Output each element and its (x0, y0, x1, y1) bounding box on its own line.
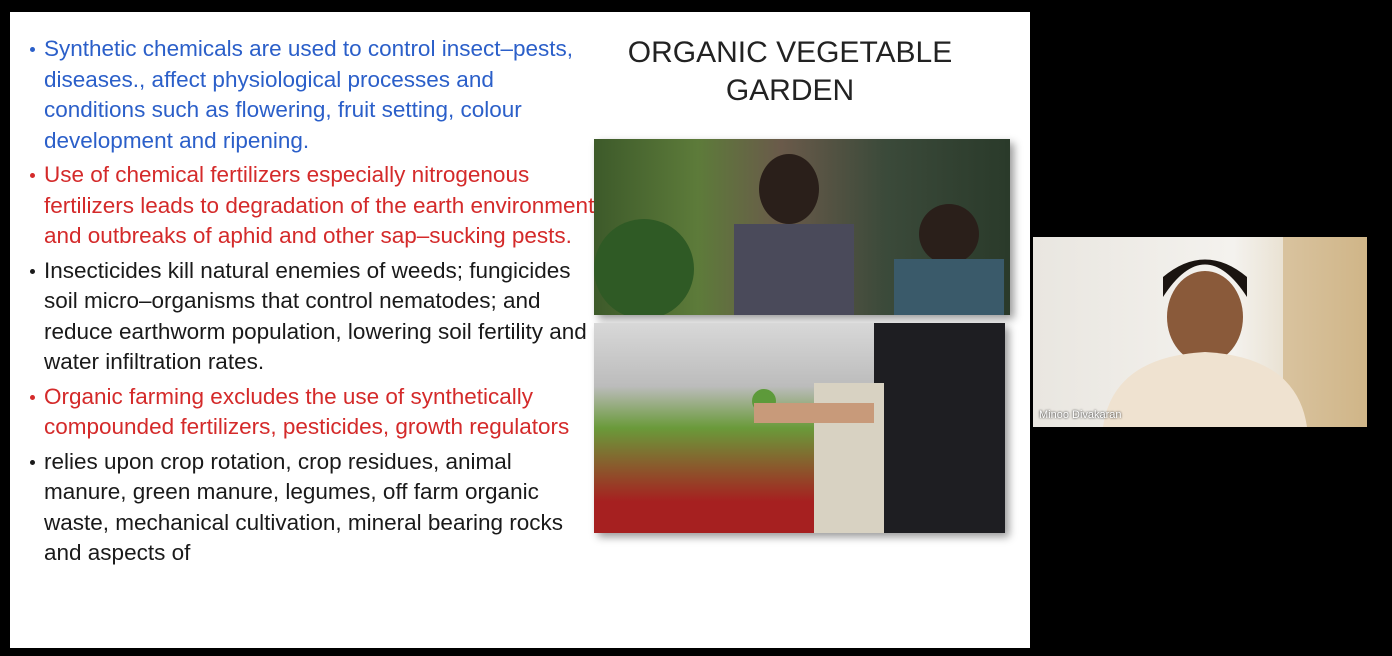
participant-video: Minoo Divakaran (1033, 237, 1367, 427)
bullet: Use of chemical fertilizers especially n… (28, 160, 598, 252)
screen: Synthetic chemicals are used to control … (0, 0, 1392, 656)
bullet-text: relies upon crop rotation, crop residues… (44, 449, 563, 566)
bullet-dot (30, 173, 35, 178)
bullet-text: Organic farming excludes the use of synt… (44, 384, 569, 440)
bullet-text: Insecticides kill natural enemies of wee… (44, 258, 587, 375)
bullet: Synthetic chemicals are used to control … (28, 34, 598, 156)
bullet: relies upon crop rotation, crop residues… (28, 447, 598, 569)
bullet-list: Synthetic chemicals are used to control … (28, 34, 598, 573)
slide: Synthetic chemicals are used to control … (10, 12, 1030, 648)
photo-garden (594, 139, 1010, 315)
bullet-text: Synthetic chemicals are used to control … (44, 36, 573, 153)
participant-name: Minoo Divakaran (1039, 409, 1122, 421)
photo-figures (594, 139, 1010, 315)
photo-apples (594, 323, 1005, 533)
bullet: Organic farming excludes the use of synt… (28, 382, 598, 443)
bullet-dot (30, 47, 35, 52)
bullet-text: Use of chemical fertilizers especially n… (44, 162, 594, 248)
bullet-dot (30, 460, 35, 465)
slide-title: ORGANIC VEGETABLE GARDEN (600, 34, 980, 110)
bullet: Insecticides kill natural enemies of wee… (28, 256, 598, 378)
video-frame (1033, 237, 1367, 427)
bullet-dot (30, 395, 35, 400)
photo-market (594, 323, 1005, 533)
bullet-dot (30, 269, 35, 274)
